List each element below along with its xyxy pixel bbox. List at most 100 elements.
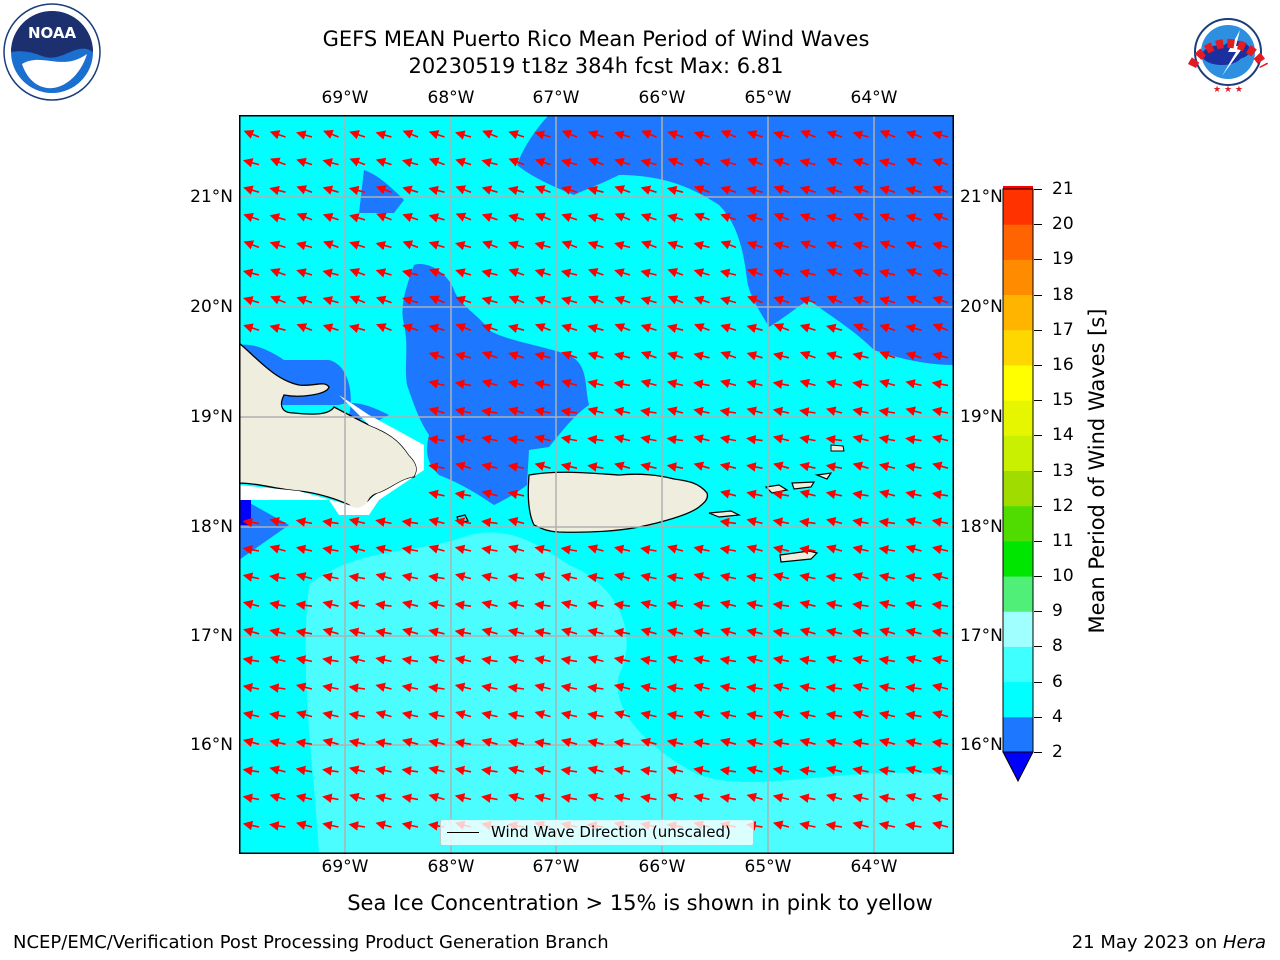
wind-wave-arrow: [746, 462, 763, 472]
wind-wave-arrow: [455, 157, 472, 168]
colorbar-segment: [1003, 435, 1033, 471]
wind-wave-arrow: [878, 766, 896, 776]
wind-wave-arrow: [534, 268, 551, 278]
wind-wave-arrow: [719, 710, 737, 720]
wind-wave-arrow: [402, 185, 419, 195]
lat-label: 17°N: [190, 626, 233, 646]
wind-wave-arrow: [719, 158, 737, 168]
wind-wave-arrow: [719, 434, 737, 444]
wind-wave-arrow: [640, 655, 657, 666]
colorbar-tick-mark: [1034, 224, 1042, 226]
lat-label: 19°N: [190, 407, 233, 427]
colorbar-tick-label: 18: [1052, 284, 1074, 305]
wind-wave-arrow: [481, 489, 498, 499]
wind-wave-arrow: [852, 738, 869, 748]
colorbar-segment: [1003, 186, 1033, 190]
wind-wave-arrow: [587, 213, 604, 223]
wind-wave-arrow: [825, 572, 843, 583]
wind-wave-arrow: [932, 212, 949, 222]
wind-wave-arrow: [428, 683, 445, 693]
wind-wave-arrow: [534, 157, 551, 168]
wind-wave-arrow: [401, 655, 419, 666]
wind-wave-arrow: [772, 544, 790, 555]
wind-wave-arrow: [693, 682, 710, 692]
wind-wave-arrow: [905, 351, 922, 361]
wind-wave-arrow: [932, 461, 949, 471]
wind-wave-arrow: [481, 268, 498, 278]
wind-wave-arrow: [746, 323, 763, 334]
wind-wave-arrow: [269, 765, 286, 775]
wind-wave-arrow: [481, 350, 498, 360]
wind-wave-arrow: [826, 268, 843, 278]
wind-wave-arrow: [534, 406, 551, 417]
wind-wave-arrow: [242, 517, 260, 528]
wind-wave-arrow: [905, 323, 922, 334]
wind-wave-arrow: [375, 600, 392, 610]
wind-wave-arrow: [587, 572, 604, 583]
wind-wave-arrow: [455, 710, 472, 720]
wind-wave-arrow: [879, 185, 896, 195]
wind-wave-arrow: [561, 240, 578, 250]
wind-wave-arrow: [640, 158, 657, 168]
wind-wave-arrow: [455, 185, 472, 195]
wind-wave-arrow: [242, 737, 260, 748]
colorbar-segment: [1003, 259, 1033, 296]
wind-wave-arrow: [640, 599, 657, 610]
wind-wave-arrow: [348, 323, 366, 334]
wind-wave-arrow: [879, 378, 896, 389]
wind-wave-arrow: [613, 351, 631, 361]
wind-wave-arrow: [799, 158, 816, 168]
colorbar-tick-label: 10: [1052, 566, 1074, 587]
wind-wave-arrow: [560, 545, 578, 555]
lon-label: 66°W: [638, 88, 686, 108]
footer-date-text: 21 May 2023 on: [1071, 932, 1223, 953]
wind-wave-arrow: [322, 599, 339, 610]
lat-label: 18°N: [190, 517, 233, 537]
wind-wave-arrow: [746, 130, 763, 140]
wind-wave-arrow: [322, 212, 339, 223]
wind-wave-arrow: [534, 738, 551, 748]
wind-wave-arrow: [375, 793, 392, 803]
wind-wave-arrow: [772, 600, 790, 610]
wind-wave-arrow: [402, 129, 419, 139]
wind-wave-arrow: [481, 434, 498, 444]
wind-wave-arrow: [905, 240, 922, 250]
wind-wave-arrow: [932, 185, 949, 195]
wind-wave-arrow: [878, 682, 896, 693]
wind-wave-arrow: [507, 462, 525, 472]
wind-wave-arrow: [667, 295, 684, 305]
wind-wave-arrow: [772, 820, 790, 830]
wind-wave-arrow: [560, 710, 578, 720]
wind-wave-arrow: [614, 268, 631, 278]
wind-wave-arrow: [640, 378, 657, 389]
wind-wave-arrow: [825, 654, 843, 665]
colorbar-tick-mark: [1034, 189, 1042, 190]
colorbar-segment: [1003, 540, 1033, 577]
wind-wave-arrow: [507, 654, 525, 665]
wind-wave-arrow: [322, 545, 339, 555]
wind-wave-arrow: [773, 157, 790, 168]
wind-wave-arrow: [429, 295, 445, 305]
wind-wave-arrow: [587, 654, 604, 665]
wind-wave-arrow: [931, 489, 949, 500]
wind-wave-arrow: [878, 434, 896, 444]
wind-wave-arrow: [428, 185, 445, 196]
wind-wave-arrow: [720, 185, 737, 195]
wind-wave-arrow: [295, 517, 313, 527]
wind-wave-arrow: [852, 130, 869, 140]
wind-wave-arrow: [454, 738, 472, 748]
wind-wave-arrow: [560, 268, 578, 278]
wind-wave-arrow: [454, 572, 472, 582]
wind-wave-arrow: [587, 406, 604, 416]
wind-wave-arrow: [534, 710, 551, 720]
wind-wave-arrow: [826, 351, 843, 361]
wind-wave-arrow: [852, 820, 869, 830]
wind-wave-arrow: [614, 323, 631, 333]
wind-wave-arrow: [666, 600, 684, 610]
wind-wave-arrow: [587, 130, 604, 140]
lat-label: 16°N: [190, 735, 233, 755]
wind-wave-arrow: [428, 572, 445, 583]
wind-wave-arrow: [401, 545, 419, 555]
svg-text:★ ★ ★: ★ ★ ★: [1213, 85, 1243, 95]
chart-title-line1: GEFS MEAN Puerto Rico Mean Period of Win…: [322, 27, 870, 51]
